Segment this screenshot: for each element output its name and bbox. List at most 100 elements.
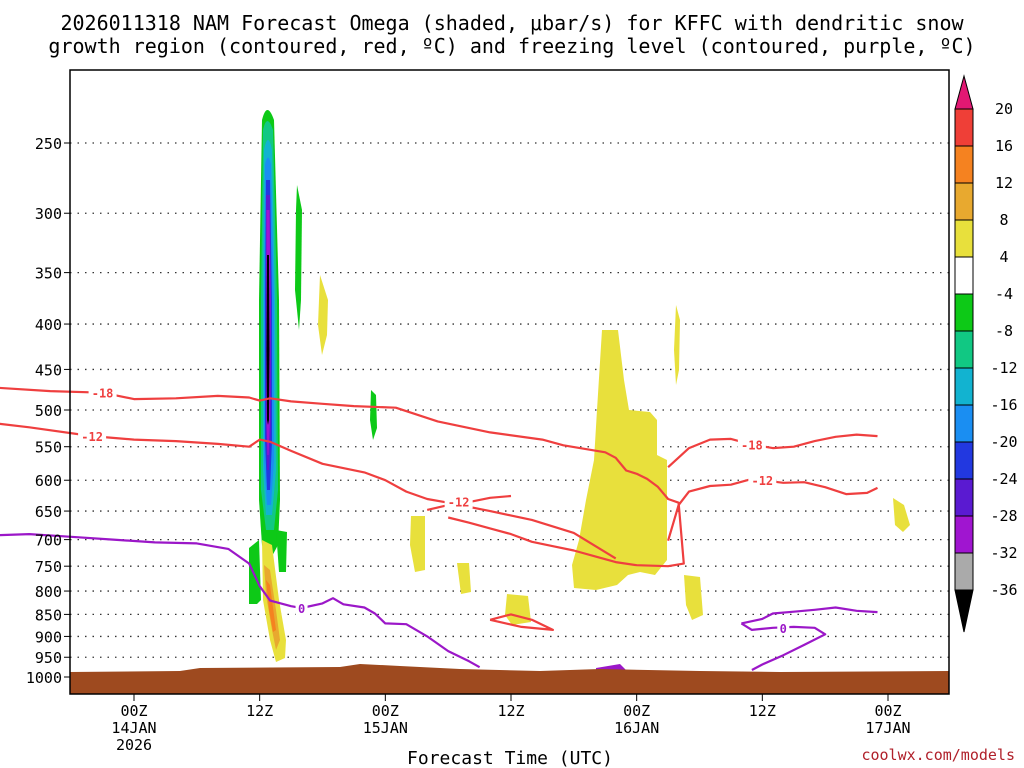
colorbar-label-7: -12 [990, 359, 1017, 377]
colorbar-box-12 [954, 552, 974, 591]
colorbar-label-6: -8 [995, 322, 1013, 340]
chart-title-line2: growth region (contoured, red, ºC) and f… [48, 34, 975, 58]
y-tick-label-350: 350 [35, 265, 62, 283]
chart-title-line1: 2026011318 NAM Forecast Omega (shaded, μ… [60, 11, 964, 35]
plot-background [70, 70, 949, 694]
colorbar-label-9: -20 [990, 433, 1017, 451]
colorbar-box-8 [954, 404, 974, 443]
colorbar-top-arrow [954, 74, 974, 110]
colorbar-label-1: 16 [995, 137, 1013, 155]
colorbar-label-2: 12 [995, 174, 1013, 192]
y-tick-label-950: 950 [35, 649, 62, 667]
contour-label-bg-minus-12-line [78, 429, 107, 444]
colorbar-label-0: 20 [995, 100, 1013, 118]
omega-shade-yellow-780 [457, 563, 471, 594]
colorbar-label-8: -16 [990, 396, 1017, 414]
y-tick-label-650: 650 [35, 503, 62, 521]
x-axis-title: Forecast Time (UTC) [407, 748, 613, 768]
colorbar-box-6 [954, 330, 974, 369]
contour-minus-18-upper-band [667, 433, 878, 469]
contour-label-freezing-level-east: 0 [780, 622, 787, 636]
y-tick-label-1000: 1000 [26, 669, 62, 687]
pressure-axis: 250 300 350 400 450 500 550 600 650 700 750 800 850 9… [26, 135, 70, 687]
colorbar-label-12: -32 [990, 544, 1017, 562]
contour-label-bg-freezing-level-east [777, 620, 790, 635]
colorbar-label-4: 4 [999, 248, 1008, 266]
omega-colorbar: 20 16 12 8 4 -4 -8 -12 -16 -20 -24 -28 -32 -36 [954, 74, 1018, 633]
x-tick-label-6-1: 00Z [874, 702, 901, 720]
x-tick-label-0-2: 14JAN [111, 719, 156, 737]
y-tick-label-450: 450 [35, 361, 62, 379]
x-tick-label-4-1: 00Z [623, 702, 650, 720]
credit-text: coolwx.com/models [861, 746, 1015, 764]
colorbar-box-11 [954, 515, 974, 554]
omega-shade-yellow-16jan-main [572, 330, 667, 590]
colorbar-bottom-arrow [954, 589, 974, 633]
contour-label-minus-12-gap: -12 [448, 495, 470, 509]
contour-label-minus-18-upper-band: -18 [741, 439, 763, 453]
colorbar-box-9 [954, 441, 974, 480]
colorbar-box-0 [954, 108, 974, 147]
y-tick-label-550: 550 [35, 439, 62, 457]
omega-shade-green-upper-spike [295, 185, 302, 330]
temperature-contours: -18 -18 -12 -12 -12 0 0 [0, 385, 878, 671]
y-tick-label-500: 500 [35, 402, 62, 420]
contour-label-minus-18-line: -18 [92, 387, 114, 401]
omega-shade-orange-lowlevel [266, 580, 276, 632]
ground-terrain [70, 664, 949, 694]
omega-shade-lower-green [249, 540, 261, 604]
colorbar-label-10: -24 [990, 470, 1017, 488]
colorbar-box-2 [954, 182, 974, 221]
colorbar-label-5: -4 [995, 285, 1013, 303]
y-tick-label-600: 600 [35, 472, 62, 490]
x-tick-label-2-1: 00Z [372, 702, 399, 720]
y-tick-label-900: 900 [35, 628, 62, 646]
contour-dgz-small-loop [489, 613, 554, 631]
contour-minus-18-line [0, 386, 685, 568]
plot-area: -18 -18 -12 -12 -12 0 0 [0, 70, 949, 694]
omega-shade-yellow-350 [318, 275, 328, 355]
colorbar-box-5 [954, 293, 974, 332]
contour-label-bg-minus-12-east [748, 473, 777, 488]
y-tick-label-700: 700 [35, 532, 62, 550]
y-tick-label-250: 250 [35, 135, 62, 153]
plot-frame [69, 69, 950, 695]
y-tick-label-850: 850 [35, 606, 62, 624]
omega-shading [249, 110, 910, 672]
colorbar-box-10 [954, 478, 974, 517]
colorbar-label-11: -28 [990, 507, 1017, 525]
contour-label-freezing-level: 0 [298, 602, 305, 616]
contour-label-bg-freezing-level [295, 601, 308, 616]
x-tick-label-5-1: 12Z [749, 702, 776, 720]
x-tick-label-0-3: 2026 [116, 736, 152, 754]
contour-minus-12-line [0, 422, 617, 560]
omega-shade-black-core [266, 255, 270, 425]
x-tick-label-0-1: 00Z [120, 702, 147, 720]
omega-shade-yellow-700-a [410, 516, 425, 572]
x-tick-label-6-2: 17JAN [865, 719, 910, 737]
y-tick-label-400: 400 [35, 316, 62, 334]
contour-freezing-level-lobe [740, 622, 827, 671]
omega-shade-yellow-850 [505, 594, 531, 625]
colorbar-label-13: -36 [990, 581, 1017, 599]
colorbar-label-3: 8 [999, 211, 1008, 229]
omega-shade-yellow-spike-380 [674, 305, 680, 385]
colorbar-box-3 [954, 219, 974, 258]
contour-label-minus-12-east: -12 [751, 474, 773, 488]
contour-label-minus-12-line: -12 [81, 430, 103, 444]
contour-label-bg-minus-12-gap [444, 494, 473, 509]
x-tick-label-1-1: 12Z [246, 702, 273, 720]
colorbar-box-4 [954, 256, 974, 295]
omega-shade-yellow-650 [893, 498, 910, 532]
contour-label-bg-minus-18-line [88, 385, 117, 400]
omega-shade-yellow-800 [684, 575, 703, 620]
omega-shade-green-500-blob [370, 390, 377, 440]
colorbar-box-1 [954, 145, 974, 184]
y-tick-label-750: 750 [35, 558, 62, 576]
x-tick-label-2-2: 15JAN [363, 719, 408, 737]
x-tick-label-3-1: 12Z [497, 702, 524, 720]
contour-freezing-level-east [741, 606, 878, 625]
y-tick-label-800: 800 [35, 583, 62, 601]
